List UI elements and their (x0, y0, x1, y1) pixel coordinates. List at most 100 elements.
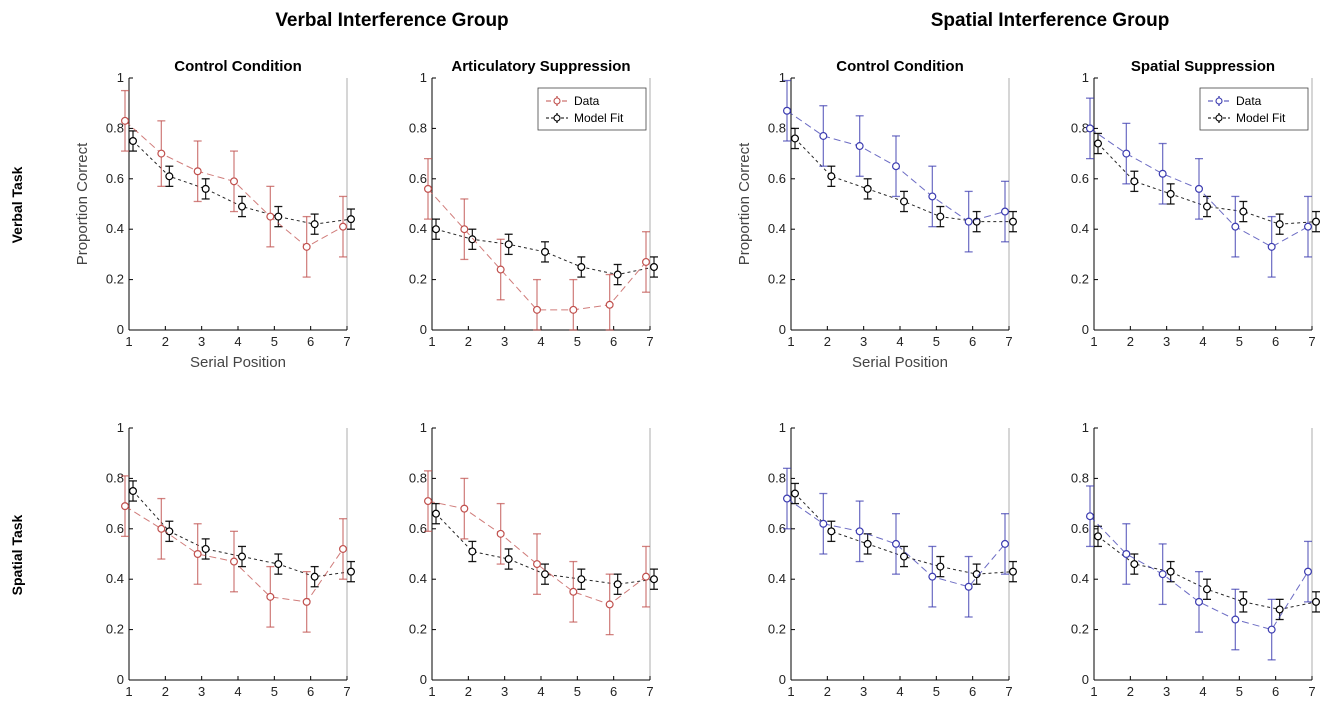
x-tick-label: 6 (307, 334, 314, 349)
point-data (964, 582, 973, 591)
point-data (532, 560, 541, 569)
y-tick-label: 0.8 (768, 120, 786, 135)
x-tick-label: 5 (1236, 684, 1243, 699)
x-tick-label: 7 (343, 684, 350, 699)
point-data (496, 529, 505, 538)
point-model (1166, 189, 1175, 198)
x-tick-label: 6 (610, 334, 617, 349)
x-tick-label: 2 (824, 334, 831, 349)
y-tick-label: 1 (420, 70, 427, 85)
x-tick-label: 6 (307, 684, 314, 699)
panel-title: Control Condition (836, 58, 963, 75)
x-tick-label: 7 (1005, 334, 1012, 349)
y-tick-label: 0.6 (768, 521, 786, 536)
y-tick-label: 0.4 (768, 221, 786, 236)
spatial-group-title: Spatial Interference Group (931, 10, 1170, 31)
y-tick-label: 1 (420, 420, 427, 435)
y-tick-label: 0.2 (1071, 622, 1089, 637)
panel-2: 0 0.2 0.4 0.6 0.8 1 1 2 3 4 5 6 7 Articulatory Suppre… (409, 58, 658, 349)
y-tick-label: 0 (779, 672, 786, 687)
x-tick-label: 5 (574, 684, 581, 699)
point-data (819, 131, 828, 140)
x-tick-label: 1 (787, 334, 794, 349)
y-tick-label: 0.8 (409, 470, 427, 485)
y-tick-label: 1 (117, 420, 124, 435)
x-tick-label: 5 (271, 334, 278, 349)
point-data (460, 225, 469, 234)
y-tick-label: 0.2 (768, 622, 786, 637)
y-tick-label: 0.8 (106, 470, 124, 485)
legend-box (537, 87, 647, 131)
x-tick-label: 5 (933, 684, 940, 699)
point-model (1008, 217, 1017, 226)
point-model (347, 215, 356, 224)
point-data (1267, 242, 1276, 251)
point-data (641, 572, 650, 581)
point-model (1202, 585, 1211, 594)
panel-1: 0 0.2 0.4 0.6 0.8 1 1 2 3 4 5 6 7 Control Condition Se… (74, 58, 356, 371)
x-tick-label: 3 (1163, 684, 1170, 699)
y-tick-label: 0.4 (1071, 571, 1089, 586)
point-data (1158, 169, 1167, 178)
panel-4: 0 0.2 0.4 0.6 0.8 1 1 2 3 4 5 6 7 Spatial Suppression… (1071, 58, 1320, 349)
point-data (230, 557, 239, 566)
point-model (649, 575, 658, 584)
point-model (790, 489, 799, 498)
y-tick-label: 0.4 (409, 571, 427, 586)
point-model (1311, 217, 1320, 226)
y-tick-label: 0.6 (768, 171, 786, 186)
y-tick-label: 0.6 (106, 171, 124, 186)
point-data (569, 587, 578, 596)
x-tick-label: 1 (787, 684, 794, 699)
point-model (129, 487, 138, 496)
y-tick-label: 0 (1082, 322, 1089, 337)
point-data (460, 504, 469, 513)
x-tick-label: 6 (610, 684, 617, 699)
y-tick-label: 0.8 (409, 120, 427, 135)
y-tick-label: 0 (1082, 672, 1089, 687)
point-model (577, 263, 586, 272)
y-tick-label: 1 (1082, 70, 1089, 85)
point-model (310, 572, 319, 581)
legend-marker (553, 114, 561, 122)
panel-title: Articulatory Suppression (451, 58, 630, 75)
row-label-verbal-task: Verbal Task (9, 166, 25, 243)
x-tick-label: 1 (428, 334, 435, 349)
point-model (274, 212, 283, 221)
point-data (891, 539, 900, 548)
y-tick-label: 0.6 (1071, 521, 1089, 536)
point-model (899, 197, 908, 206)
point-data (157, 149, 166, 158)
point-data (266, 592, 275, 601)
point-data (302, 242, 311, 251)
panel-8: 0 0.2 0.4 0.6 0.8 1 1 2 3 4 5 6 7 (1071, 420, 1320, 699)
x-tick-label: 7 (1308, 684, 1315, 699)
x-tick-label: 7 (646, 334, 653, 349)
point-model (1239, 597, 1248, 606)
x-tick-label: 3 (198, 684, 205, 699)
point-data (605, 300, 614, 309)
point-data (605, 600, 614, 609)
point-model (1239, 207, 1248, 216)
panel-6: 0 0.2 0.4 0.6 0.8 1 1 2 3 4 5 6 7 (409, 420, 658, 699)
x-tick-label: 3 (501, 334, 508, 349)
x-tick-label: 3 (501, 684, 508, 699)
x-tick-label: 4 (1199, 334, 1206, 349)
point-data (302, 597, 311, 606)
x-tick-label: 6 (1272, 684, 1279, 699)
x-tick-label: 4 (234, 684, 241, 699)
point-model (310, 220, 319, 229)
legend-marker (1215, 97, 1223, 105)
y-tick-label: 0.4 (768, 571, 786, 586)
row-label-spatial-task: Spatial Task (9, 514, 25, 595)
point-model (201, 544, 210, 553)
y-tick-label: 0.8 (106, 120, 124, 135)
point-model (1166, 567, 1175, 576)
x-tick-label: 2 (824, 684, 831, 699)
y-tick-label: 0.4 (106, 571, 124, 586)
x-tick-label: 4 (1199, 684, 1206, 699)
y-tick-label: 0 (117, 672, 124, 687)
x-tick-label: 7 (646, 684, 653, 699)
x-tick-label: 1 (1090, 334, 1097, 349)
point-model (613, 580, 622, 589)
